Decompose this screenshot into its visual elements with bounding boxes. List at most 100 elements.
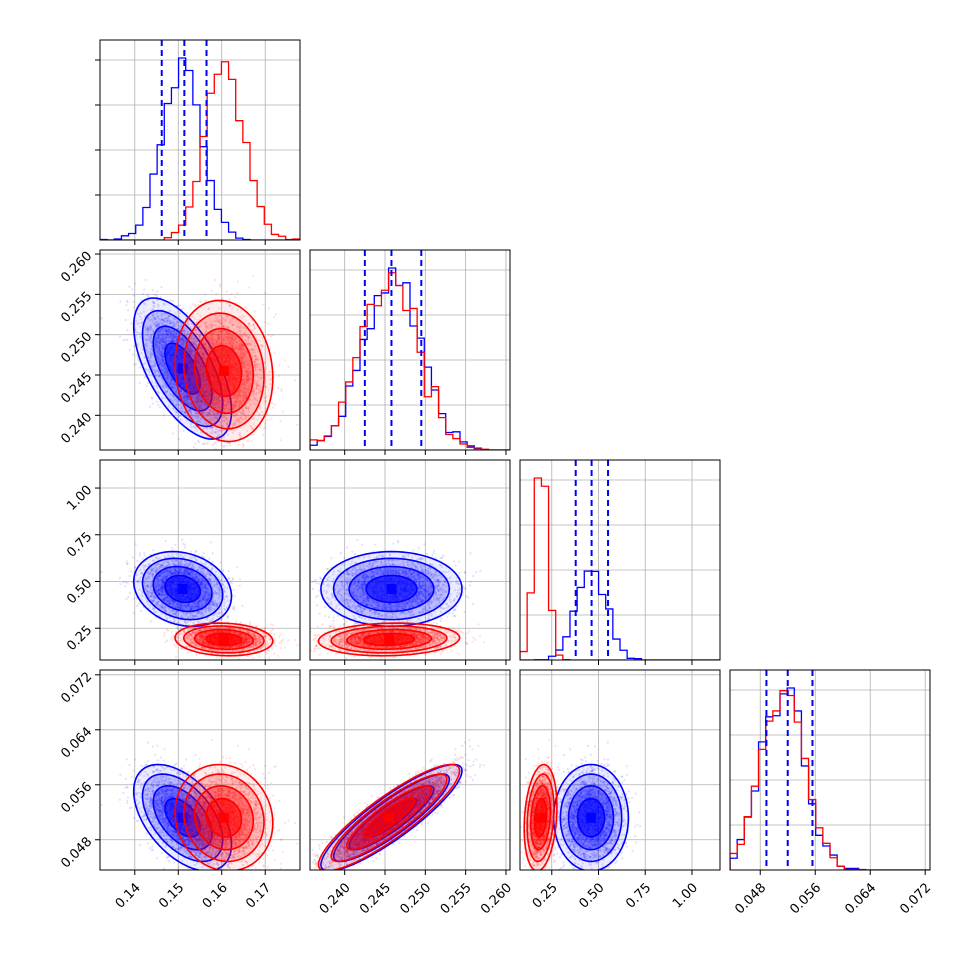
scatter-point <box>202 387 205 390</box>
scatter-point <box>158 348 161 351</box>
scatter-point <box>210 417 213 420</box>
scatter-point <box>169 322 172 325</box>
scatter-point <box>280 387 283 391</box>
scatter-point <box>156 324 159 328</box>
scatter-point <box>172 383 175 386</box>
scatter-point <box>182 390 186 394</box>
scatter-point <box>183 329 186 332</box>
scatter-point <box>157 345 160 348</box>
scatter-point <box>172 330 176 333</box>
scatter-point <box>214 402 217 405</box>
scatter-point <box>149 356 153 359</box>
scatter-point <box>154 338 157 341</box>
scatter-point <box>190 402 193 405</box>
scatter-point <box>195 344 198 347</box>
scatter-point <box>157 357 160 361</box>
scatter-point <box>171 356 174 359</box>
scatter-point <box>174 403 177 407</box>
scatter-point <box>193 343 196 346</box>
scatter-point <box>131 288 134 291</box>
scatter-point <box>187 347 190 350</box>
scatter-point <box>157 331 160 334</box>
scatter-point <box>204 391 207 395</box>
scatter-point <box>197 361 201 365</box>
scatter-point <box>163 320 166 323</box>
scatter-point <box>226 417 229 420</box>
scatter-point <box>159 296 162 299</box>
scatter-point <box>161 340 164 343</box>
scatter-point <box>200 364 203 367</box>
scatter-point <box>138 381 141 385</box>
scatter-point <box>194 342 197 346</box>
scatter-point <box>196 354 199 357</box>
scatter-point <box>166 390 169 393</box>
scatter-point <box>167 318 170 322</box>
scatter-point <box>168 376 171 379</box>
scatter-point <box>161 360 165 363</box>
scatter-point <box>152 330 155 333</box>
scatter-point <box>140 318 143 321</box>
scatter-point <box>189 451 191 453</box>
scatter-point <box>171 378 174 381</box>
scatter-point <box>219 285 222 288</box>
scatter-point <box>201 431 204 434</box>
scatter-point <box>150 337 153 340</box>
scatter-point <box>258 425 262 429</box>
scatter-point <box>152 313 155 316</box>
scatter-point <box>167 329 171 332</box>
scatter-point <box>204 394 207 397</box>
scatter-point <box>195 401 199 404</box>
scatter-point <box>169 340 172 343</box>
scatter-point <box>201 371 204 374</box>
scatter-point <box>206 389 209 392</box>
scatter-point <box>159 337 163 340</box>
scatter-point <box>201 369 204 372</box>
scatter-point <box>166 372 170 375</box>
scatter-point <box>151 402 154 405</box>
scatter-point <box>213 403 216 407</box>
scatter-point <box>157 341 160 344</box>
scatter-point <box>158 317 161 321</box>
scatter-point <box>162 302 165 305</box>
scatter-point <box>152 385 155 388</box>
scatter-point <box>151 328 154 331</box>
scatter-point <box>228 298 232 301</box>
scatter-point <box>176 320 179 323</box>
scatter-point <box>198 393 201 397</box>
scatter-point <box>160 339 164 343</box>
scatter-point <box>197 404 200 407</box>
scatter-point <box>199 395 202 398</box>
scatter-point <box>128 348 131 352</box>
scatter-point <box>204 384 208 387</box>
scatter-point <box>155 355 159 358</box>
scatter-point <box>184 395 187 398</box>
scatter-point <box>185 394 189 397</box>
scatter-point <box>138 366 141 369</box>
scatter-point <box>193 340 196 343</box>
scatter-point <box>164 317 167 320</box>
scatter-point <box>287 365 290 369</box>
scatter-point <box>196 400 199 404</box>
scatter-point <box>200 400 203 403</box>
scatter-point <box>163 367 166 370</box>
scatter-point <box>182 392 186 395</box>
scatter-point <box>153 370 156 373</box>
scatter-point <box>160 377 163 380</box>
scatter-point <box>189 306 192 309</box>
scatter-point <box>164 328 167 331</box>
scatter-point <box>161 362 165 366</box>
scatter-point <box>200 412 204 415</box>
scatter-point <box>156 354 159 357</box>
scatter-point <box>165 339 168 342</box>
scatter-point <box>139 336 142 339</box>
scatter-point <box>216 417 219 420</box>
scatter-point <box>162 385 165 388</box>
scatter-point <box>181 336 184 339</box>
scatter-point <box>180 405 183 408</box>
scatter-point <box>208 394 211 397</box>
scatter-point <box>150 340 153 343</box>
scatter-point <box>156 312 159 315</box>
scatter-point <box>157 352 161 355</box>
scatter-point <box>201 379 204 382</box>
scatter-point <box>158 340 161 343</box>
